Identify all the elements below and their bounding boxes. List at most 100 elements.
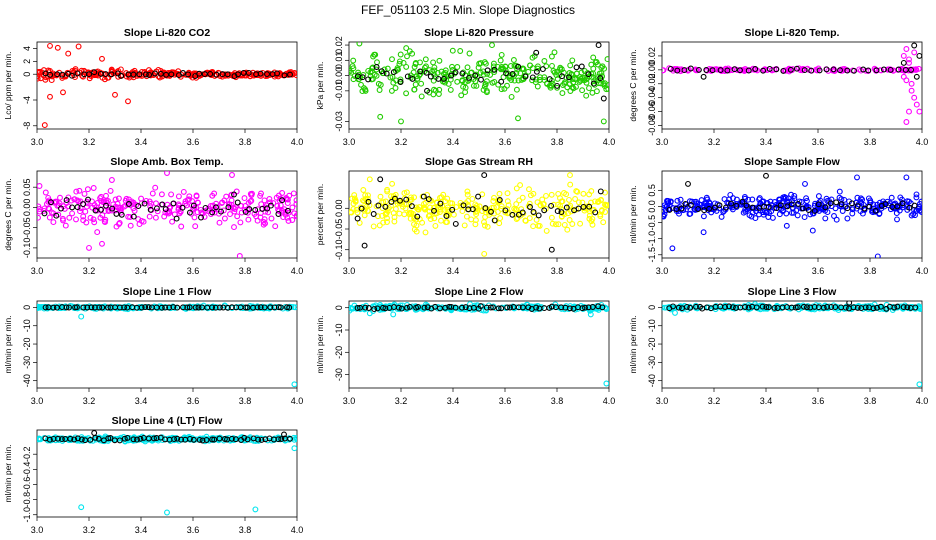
outlier-point: [903, 46, 910, 52]
panel-4: Slope Amb. Box Temp. 3.0 3.2 3.4 3.6 3.8 4.0 -0…: [3, 156, 303, 276]
data-point: [548, 53, 555, 60]
reference-point: [787, 66, 794, 73]
x-tick-label: 3.4: [760, 266, 773, 276]
data-point: [358, 81, 364, 88]
data-point: [513, 86, 520, 93]
reference-outlier: [700, 73, 707, 80]
data-point: [526, 200, 533, 207]
y-tick-label: 0: [647, 305, 657, 310]
data-point: [284, 196, 291, 203]
data-point: [549, 220, 556, 227]
y-axis-label: degrees C per min.: [3, 178, 13, 250]
data-point: [349, 307, 353, 314]
reference-point: [423, 69, 430, 76]
data-point: [227, 204, 234, 211]
y-tick-label: 0.02: [647, 47, 657, 65]
data-point: [884, 66, 891, 73]
reference-point: [99, 304, 106, 311]
reference-point: [882, 201, 889, 208]
reference-point: [554, 82, 561, 89]
data-point: [396, 61, 403, 67]
reference-point: [178, 436, 185, 443]
data-point: [431, 215, 438, 222]
y-tick-label: -20: [647, 338, 657, 351]
data-point: [377, 81, 384, 88]
reference-point: [196, 436, 203, 443]
y-tick-label: -30: [647, 356, 657, 369]
reference-point: [827, 200, 834, 207]
data-point: [504, 198, 511, 205]
data-point: [665, 200, 672, 207]
x-tick-label: 3.8: [864, 266, 877, 276]
reference-point: [211, 436, 218, 443]
reference-point: [832, 304, 839, 311]
reference-point: [252, 207, 259, 213]
reference-point: [575, 205, 582, 212]
reference-point: [554, 208, 561, 215]
reference-point: [88, 304, 95, 311]
y-axis-label: kPa per min.: [315, 62, 325, 110]
reference-point: [478, 76, 484, 83]
reference-outlier: [281, 431, 287, 438]
data-point: [481, 59, 488, 66]
data-point: [780, 207, 787, 214]
data-point: [447, 76, 454, 83]
reference-point: [717, 67, 724, 74]
reference-point: [130, 71, 137, 78]
x-tick-label: 3.0: [343, 266, 356, 276]
data-point: [507, 63, 514, 69]
x-tick-label: 4.0: [291, 137, 304, 147]
y-tick-label: -30: [334, 368, 344, 381]
data-point: [272, 223, 279, 230]
data-point: [48, 77, 55, 84]
reference-point: [404, 304, 410, 311]
x-tick-label: 4.0: [603, 266, 616, 276]
data-point: [415, 206, 422, 213]
reference-outlier: [913, 73, 920, 80]
reference-point: [121, 435, 128, 442]
outlier-point: [236, 253, 243, 258]
reference-point: [558, 209, 565, 216]
data-point: [115, 195, 122, 202]
data-point: [500, 66, 506, 73]
data-point: [45, 205, 52, 212]
panel-7: Slope Line 1 Flow 3.0 3.2 3.4 3.6 3.8 4.0 -40 -3…: [3, 286, 303, 406]
y-tick-label: -8: [22, 122, 32, 130]
data-point: [566, 196, 572, 203]
data-point: [752, 215, 759, 222]
reference-point: [145, 304, 152, 311]
reference-point: [803, 304, 810, 311]
data-point: [438, 217, 444, 224]
data-point: [249, 69, 256, 76]
data-point: [227, 211, 233, 218]
data-point: [531, 53, 538, 60]
reference-point: [711, 204, 718, 211]
data-point: [694, 203, 701, 209]
data-point: [130, 205, 137, 212]
y-tick-label: -1.0: [22, 507, 32, 523]
data-point: [131, 67, 138, 74]
data-point: [913, 194, 920, 201]
data-point: [918, 209, 922, 215]
reference-point: [96, 304, 103, 311]
reference-point: [209, 436, 216, 443]
data-point: [473, 211, 480, 218]
outlier-point: [60, 89, 66, 96]
reference-point: [566, 74, 572, 81]
panel-title: Slope Sample Flow: [744, 156, 841, 168]
reference-point: [799, 205, 806, 212]
data-point: [677, 196, 684, 203]
data-point: [584, 203, 591, 210]
outlier-point: [99, 240, 105, 247]
data-point: [520, 66, 527, 73]
outlier-point: [672, 309, 678, 316]
outlier-point: [164, 509, 170, 516]
reference-point: [95, 435, 102, 442]
outlier-point: [906, 108, 912, 115]
reference-point: [125, 201, 132, 207]
reference-point: [362, 304, 369, 311]
x-tick-label: 4.0: [916, 266, 929, 276]
data-point: [66, 214, 73, 221]
reference-point: [66, 304, 72, 311]
